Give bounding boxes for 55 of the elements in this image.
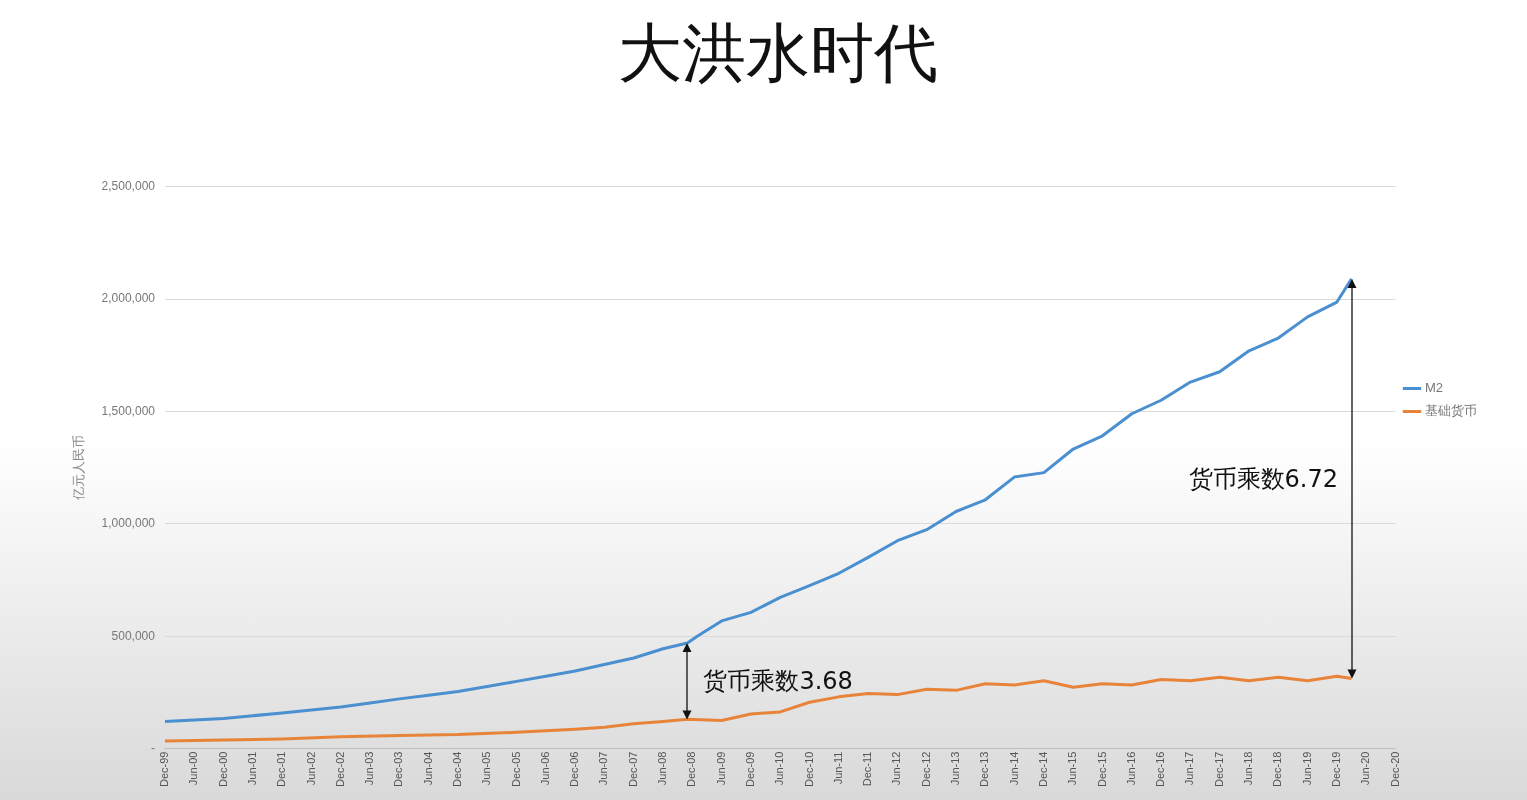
annotation: 货币乘数3.68 xyxy=(703,666,853,698)
annotation: 货币乘数6.72 xyxy=(1188,463,1338,495)
x-tick-label: Jun-19 xyxy=(1300,751,1313,786)
x-tick-label: Dec-05 xyxy=(509,751,522,788)
x-tick-label: Jun-17 xyxy=(1183,751,1196,786)
x-tick-label: Dec-08 xyxy=(685,751,698,788)
y-tick-label: 1,500,000 xyxy=(101,403,156,418)
y-axis-title: 亿元人民币 xyxy=(71,435,87,502)
x-tick-label: Dec-17 xyxy=(1212,751,1225,788)
y-tick-label: 2,000,000 xyxy=(101,291,156,306)
x-tick-label: Dec-14 xyxy=(1036,751,1049,788)
x-tick-label: Dec-01 xyxy=(275,751,288,788)
x-tick-label: Dec-19 xyxy=(1329,751,1342,788)
x-tick-label: Jun-00 xyxy=(187,751,200,786)
x-tick-label: Jun-14 xyxy=(1007,751,1020,786)
x-tick-label: Jun-05 xyxy=(480,751,493,786)
x-tick-label: Jun-12 xyxy=(890,751,903,786)
x-tick-label: Dec-09 xyxy=(743,751,756,788)
x-tick-label: Dec-03 xyxy=(392,751,405,788)
x-tick-label: Jun-01 xyxy=(245,751,258,786)
legend-label: 基础货币 xyxy=(1425,403,1477,419)
x-tick-label: Jun-18 xyxy=(1242,751,1255,786)
x-tick-label: Jun-10 xyxy=(773,751,786,786)
x-tick-label: Jun-11 xyxy=(831,751,844,785)
x-tick-label: Dec-00 xyxy=(216,751,229,788)
x-tick-label: Dec-12 xyxy=(919,751,932,788)
x-tick-label: Jun-08 xyxy=(656,751,669,786)
x-tick-label: Dec-20 xyxy=(1388,751,1401,788)
y-tick-label: 1,000,000 xyxy=(101,516,156,531)
x-tick-label: Dec-13 xyxy=(978,751,991,788)
x-tick-label: Jun-16 xyxy=(1124,751,1137,786)
x-tick-label: Jun-03 xyxy=(363,751,376,786)
x-tick-label: Dec-07 xyxy=(626,751,639,788)
x-tick-label: Jun-06 xyxy=(538,751,551,786)
x-tick-label: Dec-06 xyxy=(568,751,581,788)
x-tick-label: Jun-15 xyxy=(1066,751,1079,786)
x-tick-label: Jun-09 xyxy=(714,751,727,786)
legend-label: M2 xyxy=(1425,380,1444,396)
x-tick-label: Dec-16 xyxy=(1154,751,1167,788)
x-tick-label: Dec-11 xyxy=(861,751,874,787)
x-tick-label: Dec-04 xyxy=(451,751,463,788)
y-tick-label: 500,000 xyxy=(111,628,156,643)
x-tick-label: Dec-99 xyxy=(158,751,171,788)
x-tick-label: Jun-02 xyxy=(304,751,317,786)
y-tick-label: 2,500,000 xyxy=(101,179,156,194)
x-tick-label: Dec-18 xyxy=(1271,751,1284,788)
x-tick-label: Dec-15 xyxy=(1095,751,1108,788)
x-tick-label: Dec-10 xyxy=(802,751,815,788)
x-tick-label: Jun-07 xyxy=(597,751,610,786)
x-tick-label: Jun-20 xyxy=(1359,751,1372,786)
x-tick-label: Dec-02 xyxy=(333,751,346,788)
y-tick-label: - xyxy=(150,740,155,755)
x-tick-label: Jun-04 xyxy=(421,751,434,786)
x-tick-label: Jun-13 xyxy=(949,751,962,786)
chart-title: 大洪水时代 xyxy=(617,16,938,91)
